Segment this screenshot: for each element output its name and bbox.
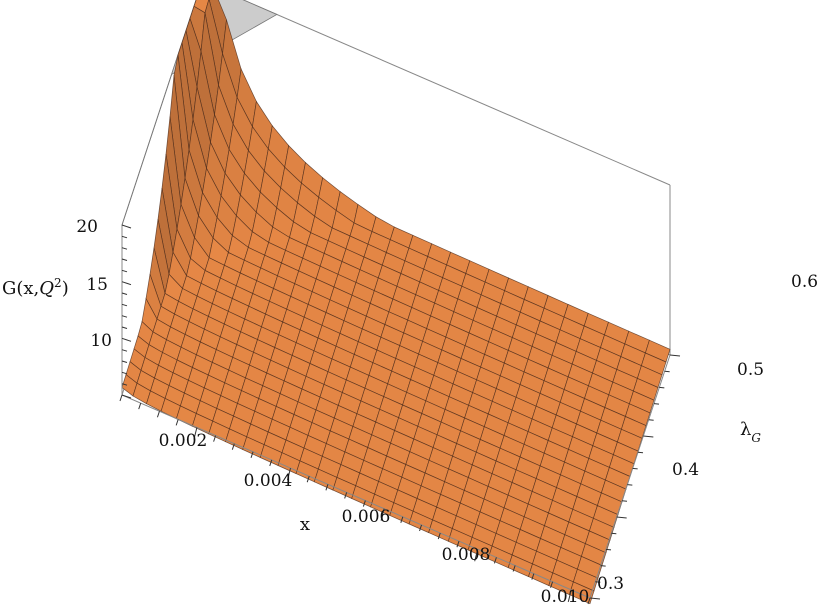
x-tick xyxy=(138,402,142,410)
y-tick xyxy=(600,565,606,567)
x-tick xyxy=(456,541,460,548)
z-tick xyxy=(121,224,132,229)
y-tick xyxy=(621,500,628,502)
y-tick xyxy=(632,467,638,470)
y-tick xyxy=(659,386,665,389)
x-tick-label: 0.008 xyxy=(442,545,491,565)
z-axis-label: G(x,Q2) xyxy=(2,276,69,299)
x-tick-label: 0.002 xyxy=(159,431,208,451)
x-tick-label: 0.006 xyxy=(342,507,391,527)
y-tick xyxy=(589,597,601,600)
z-tick xyxy=(121,383,128,386)
y-tick xyxy=(616,516,627,519)
x-axis-label: x xyxy=(300,514,310,535)
x-tick xyxy=(531,573,535,580)
z-tick-label: 20 xyxy=(76,217,98,237)
y-tick xyxy=(595,581,601,583)
y-tick xyxy=(611,532,617,535)
x-tick xyxy=(344,492,348,499)
y-tick xyxy=(643,435,654,438)
z-tick xyxy=(121,258,128,261)
x-tick xyxy=(286,467,291,481)
surface-patch xyxy=(568,581,595,605)
z-tick xyxy=(121,349,128,352)
x-tick xyxy=(493,557,497,564)
x-tick-label: 0.004 xyxy=(244,471,293,491)
y-axis-label: λG xyxy=(740,419,761,445)
z-tick xyxy=(121,303,128,307)
x-tick xyxy=(231,443,235,450)
z-tick xyxy=(121,281,132,286)
y-tick-label: 0.6 xyxy=(791,272,818,292)
x-tick xyxy=(419,524,422,532)
x-tick xyxy=(306,476,310,483)
x-tick xyxy=(400,516,404,523)
x-tick xyxy=(437,532,441,540)
x-tick xyxy=(512,565,516,572)
y-tick xyxy=(653,403,660,405)
y-tick xyxy=(637,451,644,454)
z-tick xyxy=(121,394,132,399)
x-tick xyxy=(550,581,554,588)
x-tick xyxy=(474,549,479,562)
y-tick xyxy=(664,370,670,373)
x-tick xyxy=(380,508,385,521)
axis-ticks xyxy=(119,224,681,605)
x-tick xyxy=(567,589,572,603)
x-tick xyxy=(587,597,591,605)
x-tick xyxy=(325,484,329,491)
bounding-box-front xyxy=(121,225,671,599)
z-tick xyxy=(121,247,128,250)
surface-mesh xyxy=(121,0,671,605)
z-tick xyxy=(121,371,128,375)
y-tick-label: 0.4 xyxy=(672,460,699,480)
z-tick xyxy=(121,326,128,329)
y-tick xyxy=(627,484,633,486)
z-tick xyxy=(121,292,128,295)
z-tick xyxy=(121,235,128,239)
x-tick xyxy=(362,500,366,507)
x-tick xyxy=(156,411,160,418)
y-tick xyxy=(669,354,681,357)
x-tick xyxy=(175,419,179,426)
box-edge xyxy=(242,0,671,186)
x-tick xyxy=(193,427,198,440)
z-tick-label: 10 xyxy=(90,331,112,351)
z-tick xyxy=(121,269,128,273)
z-tick xyxy=(121,360,128,363)
y-tick xyxy=(605,548,612,551)
x-tick xyxy=(269,459,273,467)
z-tick xyxy=(121,315,128,318)
box-edge xyxy=(121,394,591,599)
x-tick xyxy=(250,451,254,458)
z-tick-label: 15 xyxy=(86,275,108,295)
y-tick-label: 0.3 xyxy=(597,574,624,594)
x-tick xyxy=(213,435,217,442)
x-tick xyxy=(119,394,123,402)
y-tick xyxy=(648,419,654,421)
y-tick-label: 0.5 xyxy=(737,360,764,380)
z-tick xyxy=(121,337,132,342)
x-tick-label: 0.010 xyxy=(541,587,590,607)
box-edge xyxy=(589,354,671,599)
